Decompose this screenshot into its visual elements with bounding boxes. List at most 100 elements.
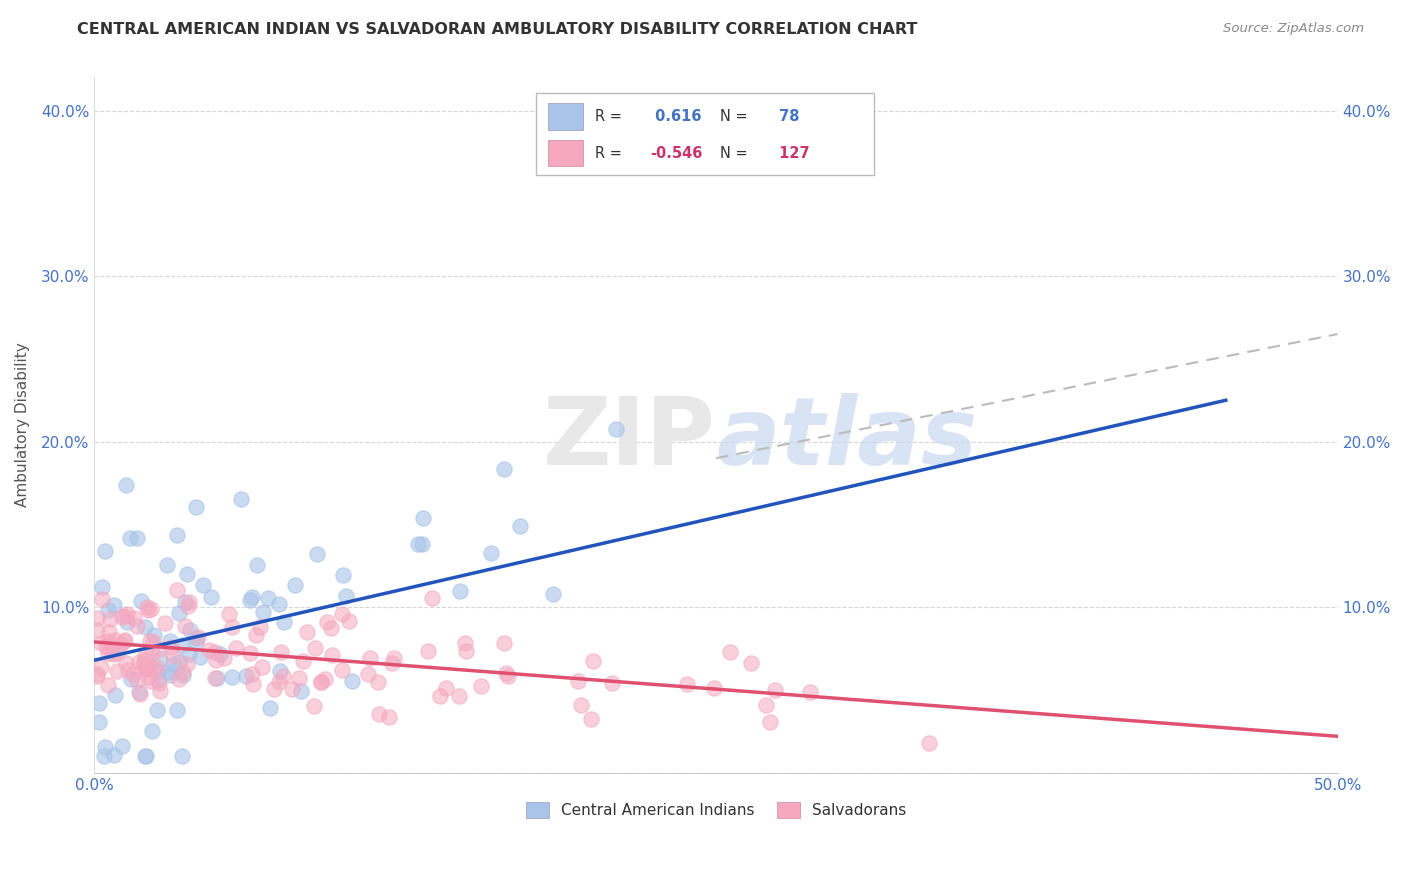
Point (221, 670, 243, 684)
Point (132, 657, 155, 671)
Point (208, 647, 231, 661)
Point (382, 651, 405, 665)
Point (259, 700, 281, 714)
Point (567, 674, 589, 689)
Point (128, 655, 150, 669)
Point (134, 661, 156, 675)
Point (170, 749, 193, 764)
FancyBboxPatch shape (536, 93, 875, 175)
Point (242, 676, 264, 690)
Point (225, 640, 247, 655)
Point (94, 739, 117, 754)
Point (356, 666, 378, 681)
Point (581, 713, 603, 727)
Point (149, 684, 172, 698)
Point (309, 674, 332, 689)
Point (758, 714, 780, 729)
Point (148, 642, 170, 657)
Point (107, 647, 129, 661)
Point (319, 621, 342, 635)
Point (169, 606, 191, 620)
Point (284, 578, 307, 592)
Text: N =: N = (720, 145, 748, 161)
FancyBboxPatch shape (548, 103, 583, 129)
Point (416, 644, 439, 658)
Point (495, 665, 517, 680)
Point (138, 603, 160, 617)
Point (187, 631, 209, 645)
Point (342, 674, 364, 689)
Point (93, 749, 115, 764)
Point (605, 422, 627, 436)
Point (314, 672, 336, 686)
Point (97, 678, 120, 692)
Point (184, 500, 207, 514)
Point (479, 546, 502, 560)
Point (103, 599, 125, 613)
Point (179, 595, 201, 609)
Point (492, 636, 515, 650)
Point (304, 641, 326, 656)
Point (142, 661, 165, 675)
Point (90, 592, 112, 607)
Point (89, 714, 111, 729)
Point (166, 703, 188, 717)
Point (103, 748, 125, 763)
Point (159, 667, 181, 681)
Text: atlas: atlas (716, 393, 977, 485)
Point (127, 532, 149, 546)
Point (470, 679, 492, 693)
Point (456, 643, 478, 657)
Point (270, 645, 292, 659)
Point (240, 590, 263, 604)
Point (263, 682, 285, 697)
Point (114, 656, 136, 670)
Point (454, 636, 477, 650)
Point (246, 558, 269, 572)
Point (918, 736, 941, 750)
Point (408, 536, 430, 550)
Point (98, 612, 121, 626)
Point (139, 602, 162, 616)
Point (138, 670, 160, 684)
Point (496, 668, 519, 682)
Point (281, 681, 304, 696)
Point (179, 624, 201, 638)
Point (205, 653, 228, 667)
Point (148, 676, 170, 690)
Point (142, 634, 165, 648)
Point (134, 653, 156, 667)
Point (179, 647, 201, 661)
Point (229, 491, 252, 506)
Point (117, 615, 139, 629)
Point (450, 583, 472, 598)
Text: Source: ZipAtlas.com: Source: ZipAtlas.com (1223, 22, 1364, 36)
Point (359, 651, 381, 665)
Point (204, 671, 226, 685)
Point (86, 669, 108, 683)
Point (100, 642, 122, 657)
Point (221, 620, 243, 634)
Point (156, 558, 179, 572)
Point (114, 632, 136, 647)
Point (156, 665, 179, 680)
Point (86, 623, 108, 637)
Text: R =: R = (596, 145, 623, 161)
Point (569, 698, 592, 712)
Point (86, 667, 108, 681)
Point (139, 673, 162, 688)
Point (309, 675, 332, 690)
Point (145, 703, 167, 717)
Point (159, 634, 181, 648)
Point (93, 543, 115, 558)
Point (104, 688, 127, 702)
Point (330, 607, 353, 621)
Y-axis label: Ambulatory Disability: Ambulatory Disability (15, 343, 30, 508)
Point (292, 654, 315, 668)
Point (799, 685, 821, 699)
Point (169, 672, 191, 686)
FancyBboxPatch shape (548, 140, 583, 167)
Text: CENTRAL AMERICAN INDIAN VS SALVADORAN AMBULATORY DISABILITY CORRELATION CHART: CENTRAL AMERICAN INDIAN VS SALVADORAN AM… (77, 22, 918, 37)
Text: -0.546: -0.546 (650, 145, 703, 161)
Point (134, 620, 156, 634)
